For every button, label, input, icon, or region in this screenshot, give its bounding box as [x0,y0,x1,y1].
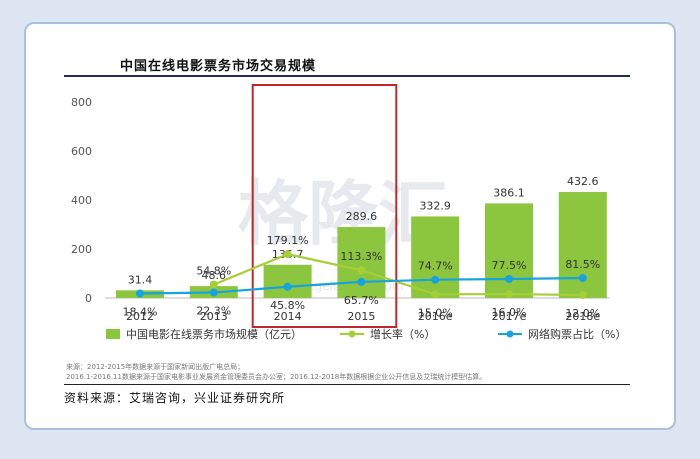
legend-label-growth: 增长率（%） [370,327,435,341]
legend-label-bar: 中国电影在线票务市场规模（亿元） [126,327,302,341]
x-tick-label: 2013 [200,310,228,323]
x-tick-label: 2017e [492,310,527,323]
growth-point-2015 [357,266,366,275]
note-line-1: 来源：2012-2015年数据来源于国家新闻出版广电总局； [66,363,245,371]
y-tick-label: 800 [71,96,92,109]
share-point-2014 [283,282,292,291]
bar-label-2017e: 386.1 [493,186,525,199]
source-text: 资料来源：艾瑞咨询，兴业证券研究所 [64,391,286,405]
growth-point-2018e [578,291,587,300]
x-tick-label: 2016e [418,310,453,323]
growth-point-2017e [505,290,513,299]
bar-label-2015: 289.6 [346,210,378,223]
x-tick-label: 2012 [126,310,154,323]
x-tick-label: 2014 [274,310,302,323]
bar-2015 [337,227,386,298]
growth-label-2016e: 15.0% [418,306,453,319]
share-point-2015 [357,277,366,286]
share-point-2012 [136,289,144,298]
share-label-2018e: 81.5% [565,258,600,271]
y-tick-label: 400 [71,194,92,207]
growth-label-2013: 54.8% [196,265,231,278]
share-label-2017e: 77.5% [492,259,527,272]
bar-2018e [558,192,607,298]
share-point-2017e [505,275,513,284]
source-rule [64,384,630,385]
growth-line [213,252,583,297]
share-point-2018e [578,274,587,283]
share-label-2012: 18.4% [123,305,158,318]
x-tick-label: 2018e [565,310,600,323]
bar-label-2013: 48.6 [202,269,227,282]
share-label-2016e: 74.7% [418,260,453,273]
growth-point-2013 [209,280,218,289]
growth-label-2015: 113.3% [340,250,382,263]
bar-2016e [411,216,460,298]
share-label-2013: 22.3% [196,305,231,318]
chart-notes: 来源：2012-2015年数据来源于国家新闻出版广电总局； 2016.1-201… [66,362,486,382]
y-tick-label: 200 [71,243,92,256]
bar-2017e [485,203,533,298]
bar-2014 [263,264,312,298]
highlight-box [251,84,398,328]
growth-point-2016e [431,290,440,299]
share-label-2015: 65.7% [344,294,379,307]
legend-swatch-bar [106,329,120,339]
share-label-2014: 45.8% [270,299,305,312]
growth-label-2018e: 12.0% [565,307,600,320]
chart-title: 中国在线电影票务市场交易规模 [120,59,317,74]
legend-label-share: 网络购票占比（%） [528,327,626,341]
share-point-2013 [209,288,218,297]
growth-label-2014: 179.1% [267,234,309,247]
x-tick-label: 2015 [347,310,375,323]
legend-marker-share [506,330,514,338]
legend-marker-growth [348,330,356,338]
growth-label-2017e: 16.0% [492,306,527,319]
share-point-2016e [431,275,440,284]
bar-label-2018e: 432.6 [567,175,599,188]
y-tick-label: 600 [71,145,92,158]
note-line-2: 2016.1-2016.11数据来源于国家电影事业发展资金管理委员会办公室；20… [66,373,487,381]
title-rule [64,75,630,77]
bar-label-2016e: 332.9 [419,199,451,212]
growth-point-2014 [283,250,292,259]
y-tick-label: 0 [85,292,92,305]
bar-label-2012: 31.4 [128,273,153,286]
